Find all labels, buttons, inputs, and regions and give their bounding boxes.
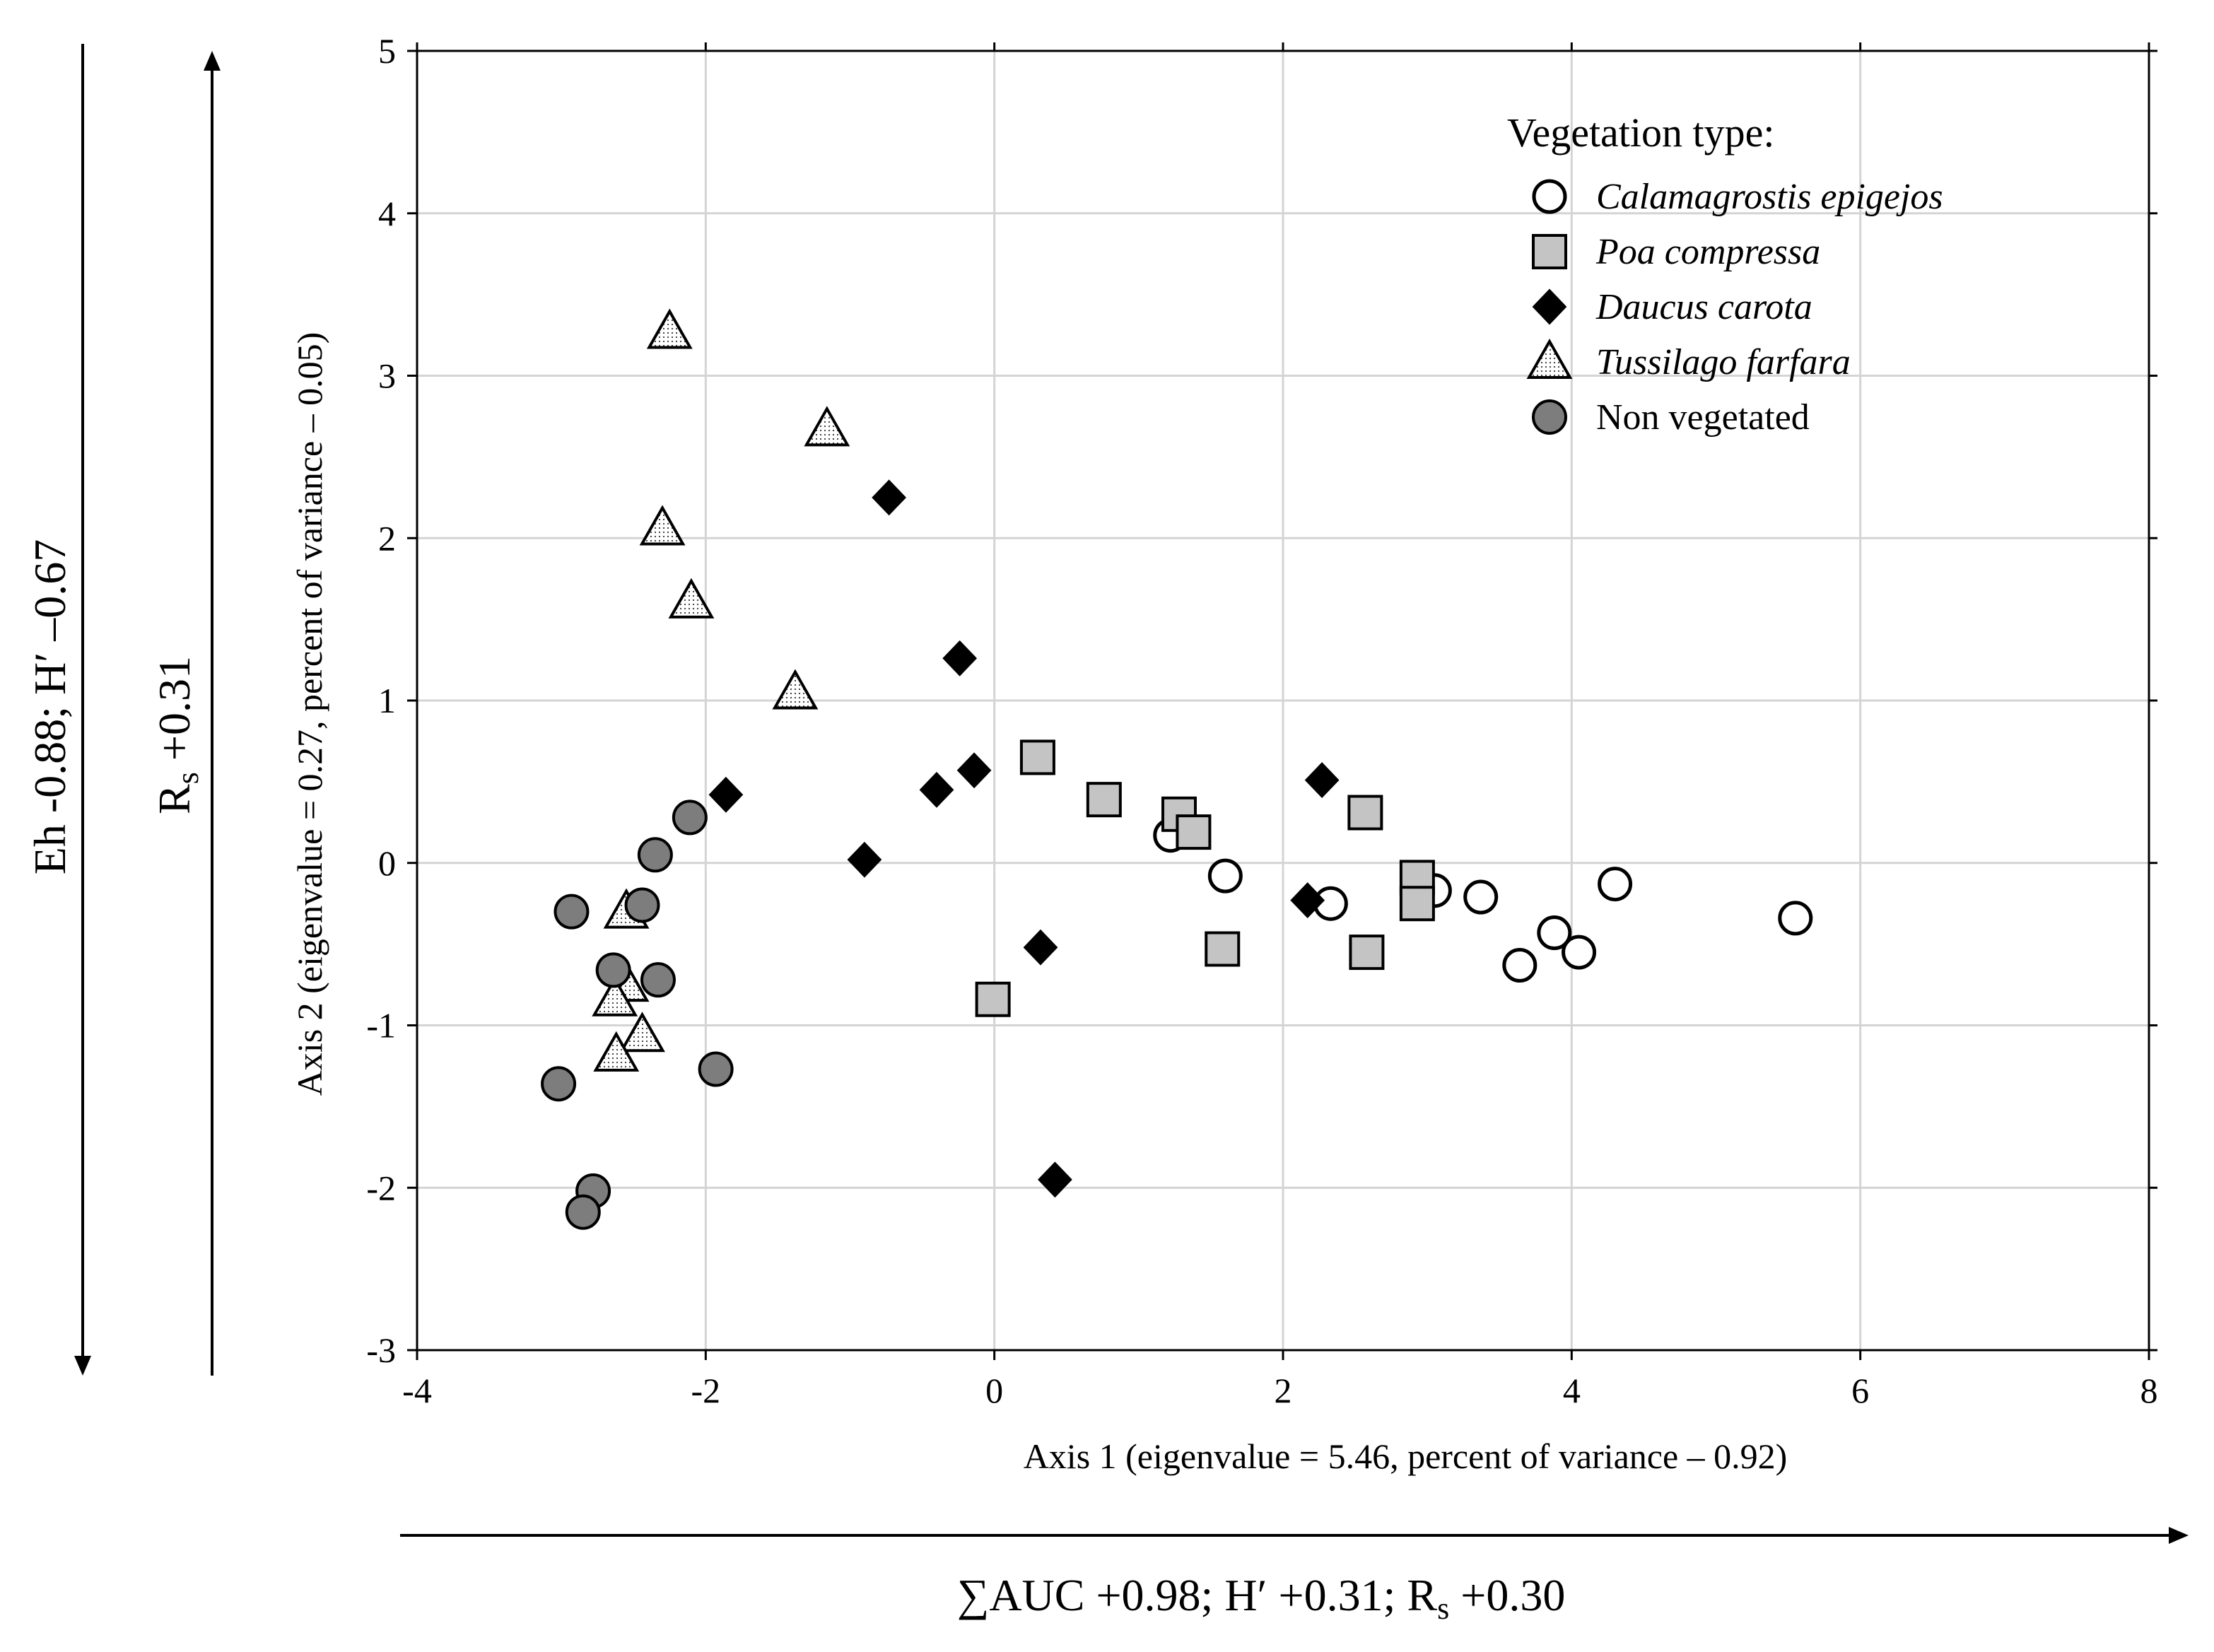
data-point	[1023, 929, 1058, 966]
data-point	[847, 841, 882, 878]
data-point	[1502, 947, 1538, 983]
y-axis-title: Axis 2 (eigenvalue = 0.27, percent of va…	[290, 332, 329, 1096]
left-inner-arrow-label: Rs +0.31	[149, 656, 205, 814]
data-point	[592, 976, 638, 1017]
data-points	[541, 308, 1813, 1230]
x-tick-label: -2	[691, 1371, 721, 1410]
y-tick-label: 3	[378, 356, 396, 396]
legend-marker	[1532, 288, 1567, 325]
legend-marker	[1526, 338, 1573, 379]
data-point	[919, 771, 954, 808]
data-point	[639, 505, 686, 546]
legend-title: Vegetation type:	[1507, 110, 1775, 156]
data-point	[1205, 931, 1241, 967]
series-non-vegetated	[541, 799, 734, 1230]
data-point	[1207, 858, 1243, 894]
data-point	[1399, 886, 1435, 922]
data-point	[619, 1012, 665, 1053]
data-point	[1562, 935, 1597, 970]
series-daucus-carota	[708, 479, 1340, 1198]
data-point	[872, 479, 907, 516]
data-point	[1463, 879, 1499, 915]
data-point	[1086, 782, 1122, 818]
y-tick-label: -1	[366, 1006, 396, 1045]
legend-label: Daucus carota	[1595, 287, 1812, 327]
data-point	[708, 776, 744, 813]
legend-marker	[1532, 234, 1567, 269]
data-point	[565, 1194, 601, 1230]
data-point	[672, 799, 708, 836]
x-tick-label: 8	[2140, 1371, 2158, 1410]
y-tick-label: 0	[378, 843, 396, 883]
data-point	[1290, 882, 1325, 919]
series-calamagrostis-epigejos	[1153, 818, 1813, 983]
left-outer-arrow	[74, 44, 91, 1376]
y-tick-label: 4	[378, 194, 396, 233]
data-point	[942, 640, 978, 676]
y-tick-label: -2	[366, 1168, 396, 1207]
x-tick-label: 6	[1851, 1371, 1869, 1410]
data-point	[595, 952, 631, 988]
x-tick-label: 0	[985, 1371, 1003, 1410]
bottom-arrow	[400, 1527, 2189, 1544]
data-point	[1176, 814, 1212, 850]
data-point	[1347, 795, 1383, 831]
x-tick-label: 4	[1563, 1371, 1581, 1410]
data-point	[1537, 915, 1572, 951]
legend-label: Tussilago farfara	[1596, 342, 1851, 382]
grid-lines	[417, 51, 2149, 1350]
data-point	[804, 406, 850, 447]
data-point	[1598, 867, 1633, 902]
data-point	[772, 669, 819, 710]
y-tick-label: 1	[378, 681, 396, 720]
left-inner-arrow	[204, 51, 221, 1376]
data-point	[646, 308, 693, 349]
y-tick-label: -3	[366, 1330, 396, 1370]
x-tick-label: -4	[402, 1371, 432, 1410]
data-point	[698, 1051, 734, 1087]
data-point	[640, 962, 676, 998]
data-point	[1019, 739, 1055, 775]
x-axis-title: Axis 1 (eigenvalue = 5.46, percent of va…	[1024, 1436, 1788, 1476]
data-point	[956, 752, 992, 789]
legend-items: Calamagrostis epigejos Poa compressa Daucu…	[1526, 177, 1943, 438]
data-point	[1304, 762, 1340, 799]
data-point	[1778, 901, 1813, 936]
data-point	[1038, 1161, 1072, 1198]
legend-label: Calamagrostis epigejos	[1596, 177, 1943, 217]
data-point	[975, 981, 1011, 1017]
legend-label: Poa compressa	[1595, 232, 1820, 272]
legend-marker	[1532, 399, 1567, 435]
legend: Vegetation type: Calamagrostis epigejos P…	[1507, 110, 1943, 438]
bottom-arrow-label: ∑AUC +0.98; H′ +0.31; Rs +0.30	[957, 1570, 1566, 1626]
data-point	[541, 1066, 577, 1102]
data-point	[668, 578, 715, 619]
y-tick-label: 2	[378, 518, 396, 558]
data-point	[637, 837, 673, 873]
y-tick-label: 5	[378, 31, 396, 71]
legend-label: Non vegetated	[1596, 397, 1810, 438]
series-poa-compressa	[975, 739, 1435, 1017]
series-tussilago-farfara	[592, 308, 850, 1072]
data-point	[554, 894, 590, 930]
axis-ticks: -4 -2 0 2 4 6 8 -3 -2 -1 0 1 2 3 4 5	[366, 31, 2157, 1410]
x-tick-label: 2	[1275, 1371, 1292, 1410]
legend-marker	[1532, 179, 1567, 214]
left-outer-arrow-label: Eh -0.88; H′ –0.67	[25, 539, 75, 874]
data-point	[593, 1031, 640, 1072]
data-point	[624, 887, 660, 923]
data-point	[1349, 935, 1385, 971]
